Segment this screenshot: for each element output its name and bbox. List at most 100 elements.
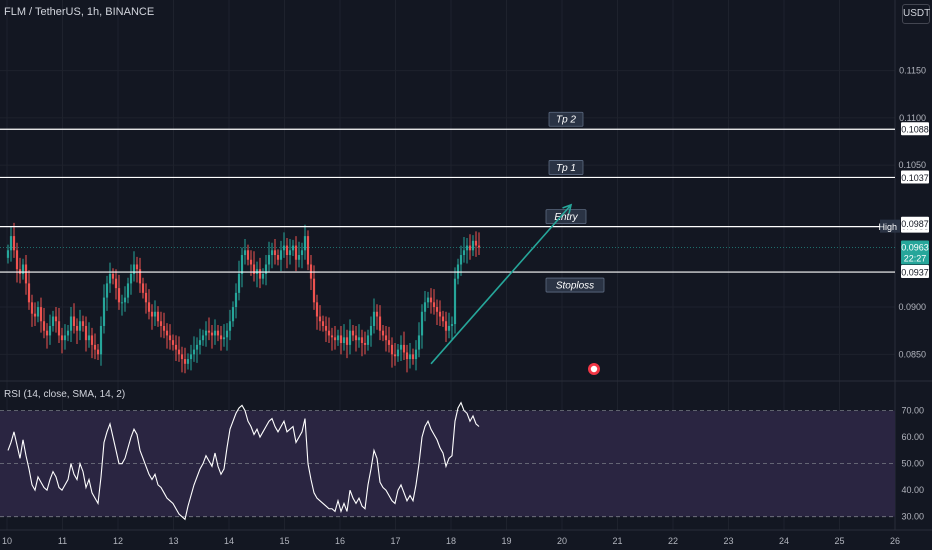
- candle: [411, 354, 415, 360]
- candle: [39, 307, 43, 322]
- candle: [474, 240, 478, 246]
- candle: [249, 259, 253, 265]
- candle: [378, 316, 382, 331]
- candle: [333, 337, 337, 341]
- rsi-tick-label: 40.00: [901, 485, 924, 495]
- candle: [393, 354, 397, 357]
- rsi-tick-label: 50.00: [901, 459, 924, 469]
- time-tick-label: 26: [890, 536, 900, 546]
- candle: [51, 316, 55, 326]
- candle: [144, 292, 148, 303]
- candle: [369, 325, 373, 336]
- rsi-indicator-title[interactable]: RSI (14, close, SMA, 14, 2): [4, 389, 126, 400]
- time-tick-label: 12: [113, 536, 123, 546]
- candle: [246, 250, 250, 260]
- candle: [60, 335, 64, 341]
- price-tag-text: 0.0937: [901, 268, 929, 278]
- candle: [6, 250, 10, 258]
- level-label-box: [548, 111, 584, 127]
- candlestick-series: [6, 222, 481, 374]
- candle: [162, 325, 166, 331]
- candle: [414, 349, 418, 360]
- symbol-title[interactable]: FLM / TetherUS, 1h, BINANCE: [4, 6, 155, 18]
- candle: [303, 236, 307, 251]
- candle: [12, 236, 16, 251]
- candle: [306, 236, 310, 265]
- candle: [198, 340, 202, 345]
- candle: [72, 316, 76, 326]
- candle: [237, 273, 241, 293]
- level-label-text: Tp 1: [556, 163, 576, 174]
- candle: [438, 311, 442, 317]
- rsi-tick-label: 30.00: [901, 512, 924, 522]
- candle: [177, 349, 181, 355]
- level-label-box: [548, 160, 584, 175]
- candle: [9, 236, 13, 251]
- candle: [189, 354, 193, 360]
- rsi-tick-label: 60.00: [901, 432, 924, 442]
- rsi-line: [7, 401, 480, 521]
- level-label-text: Entry: [554, 212, 578, 223]
- candle: [30, 302, 34, 314]
- candle: [195, 344, 199, 350]
- candle: [459, 255, 463, 265]
- price-tick-label: 0.1050: [898, 160, 926, 170]
- time-tick-label: 13: [168, 536, 178, 546]
- candle: [270, 250, 274, 256]
- candle: [444, 321, 448, 331]
- candle: [183, 359, 187, 364]
- candle: [75, 325, 79, 331]
- price-tag-box: [901, 170, 929, 184]
- candle: [264, 264, 268, 274]
- candle: [63, 335, 67, 341]
- time-tick-label: 15: [279, 536, 289, 546]
- candle: [258, 269, 262, 279]
- candle: [354, 335, 358, 341]
- candle: [366, 335, 370, 345]
- candle: [291, 245, 295, 251]
- candle: [66, 330, 70, 336]
- time-tick-label: 19: [501, 536, 511, 546]
- candle: [468, 245, 472, 251]
- candle: [15, 250, 19, 270]
- trend-arrow-line: [430, 204, 572, 365]
- candle: [156, 311, 160, 322]
- candle: [363, 343, 367, 345]
- time-tick-label: 11: [58, 536, 67, 546]
- candle: [273, 250, 277, 256]
- price-tag-box: [901, 122, 929, 136]
- candle: [375, 311, 379, 317]
- candle: [477, 245, 481, 248]
- candle: [417, 335, 421, 350]
- candle: [222, 337, 226, 340]
- candle: [27, 283, 31, 303]
- candle: [87, 335, 91, 341]
- time-tick-label: 24: [779, 536, 789, 546]
- candle: [123, 297, 127, 303]
- candle: [372, 311, 376, 326]
- price-tick-label: 0.0850: [898, 349, 926, 359]
- candle: [186, 359, 190, 364]
- candle: [471, 240, 475, 251]
- time-tick-label: 25: [834, 536, 844, 546]
- candle: [96, 349, 100, 355]
- candle: [36, 307, 40, 317]
- currency-button[interactable]: USDT: [902, 4, 930, 24]
- candle: [288, 250, 292, 256]
- candle: [24, 264, 28, 284]
- candle: [297, 255, 301, 260]
- candle: [432, 302, 436, 308]
- rsi-tick-label: 70.00: [901, 406, 924, 416]
- candle: [465, 245, 469, 251]
- candle: [240, 255, 244, 274]
- price-tick-label: 0.1100: [899, 113, 926, 123]
- candle: [132, 264, 136, 274]
- candle: [261, 273, 265, 279]
- candle: [231, 307, 235, 322]
- candle: [90, 335, 94, 345]
- price-marker-text: 0.0963: [901, 242, 929, 252]
- price-tag-prefix: High: [878, 222, 897, 232]
- candle: [159, 321, 163, 326]
- candle: [213, 330, 217, 336]
